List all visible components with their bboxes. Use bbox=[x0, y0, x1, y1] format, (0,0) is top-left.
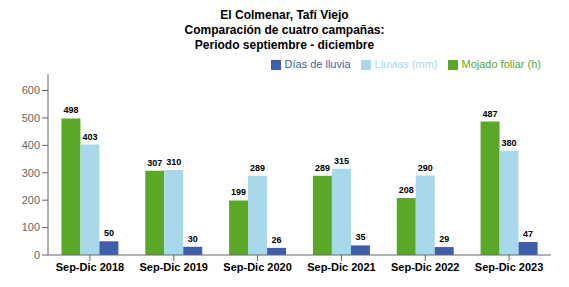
svg-text:30: 30 bbox=[188, 234, 198, 244]
svg-text:100: 100 bbox=[22, 221, 40, 233]
html-text:El Colmenar, Tafí Viejo: El Colmenar, Tafí Viejo bbox=[220, 8, 349, 22]
svg-text:Sep-Dic 2022: Sep-Dic 2022 bbox=[391, 261, 459, 273]
svg-text:289: 289 bbox=[315, 163, 330, 173]
svg-text:310: 310 bbox=[166, 157, 181, 167]
svg-text:200: 200 bbox=[22, 194, 40, 206]
svg-text:26: 26 bbox=[272, 235, 282, 245]
html-text:Lluvias (mm): Lluvias (mm) bbox=[374, 58, 438, 70]
svg-text:Sep-Dic 2020: Sep-Dic 2020 bbox=[223, 261, 291, 273]
svg-text:403: 403 bbox=[82, 132, 97, 142]
svg-text:290: 290 bbox=[418, 163, 433, 173]
svg-text:500: 500 bbox=[22, 112, 40, 124]
svg-text:300: 300 bbox=[22, 167, 40, 179]
svg-text:600: 600 bbox=[22, 84, 40, 96]
svg-text:498: 498 bbox=[63, 105, 78, 115]
svg-text:315: 315 bbox=[334, 156, 349, 166]
svg-text:29: 29 bbox=[439, 234, 449, 244]
html-text:Mojado foliar (h): Mojado foliar (h) bbox=[461, 58, 541, 70]
svg-text:307: 307 bbox=[147, 158, 162, 168]
svg-text:50: 50 bbox=[104, 228, 114, 238]
svg-text:35: 35 bbox=[355, 232, 365, 242]
svg-text:400: 400 bbox=[22, 139, 40, 151]
html-text:Periodo septiembre - diciembre: Periodo septiembre - diciembre bbox=[194, 38, 375, 52]
svg-text:0: 0 bbox=[34, 249, 40, 261]
html-text:Comparación de cuatro campañas: Comparación de cuatro campañas: bbox=[184, 23, 385, 37]
svg-text:208: 208 bbox=[399, 185, 414, 195]
svg-text:Sep-Dic 2018: Sep-Dic 2018 bbox=[56, 261, 124, 273]
svg-text:47: 47 bbox=[523, 229, 533, 239]
svg-text:289: 289 bbox=[250, 163, 265, 173]
svg-text:Sep-Dic 2023: Sep-Dic 2023 bbox=[475, 261, 543, 273]
svg-text:199: 199 bbox=[231, 187, 246, 197]
html-text:Días de lluvia: Días de lluvia bbox=[284, 58, 351, 70]
svg-text:Sep-Dic 2021: Sep-Dic 2021 bbox=[307, 261, 375, 273]
svg-text:487: 487 bbox=[483, 109, 498, 119]
svg-text:Sep-Dic 2019: Sep-Dic 2019 bbox=[140, 261, 208, 273]
svg-text:380: 380 bbox=[502, 138, 517, 148]
